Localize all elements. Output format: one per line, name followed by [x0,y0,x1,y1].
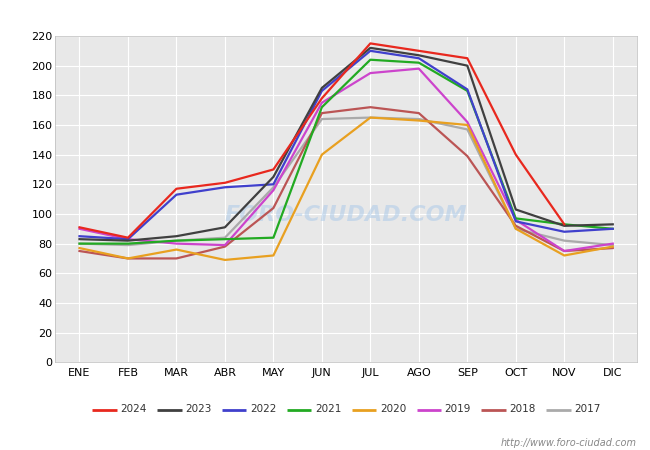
Text: 2023: 2023 [185,405,211,414]
Text: 2019: 2019 [445,405,471,414]
Text: 2024: 2024 [120,405,146,414]
Text: http://www.foro-ciudad.com: http://www.foro-ciudad.com [501,438,637,448]
Text: 2020: 2020 [380,405,406,414]
Text: 2022: 2022 [250,405,276,414]
Text: 2021: 2021 [315,405,341,414]
Text: 2017: 2017 [575,405,601,414]
Text: Afiliados en Colera a 30/9/2024: Afiliados en Colera a 30/9/2024 [195,7,455,25]
Text: 2018: 2018 [510,405,536,414]
Text: FORO-CIUDAD.COM: FORO-CIUDAD.COM [225,206,467,225]
